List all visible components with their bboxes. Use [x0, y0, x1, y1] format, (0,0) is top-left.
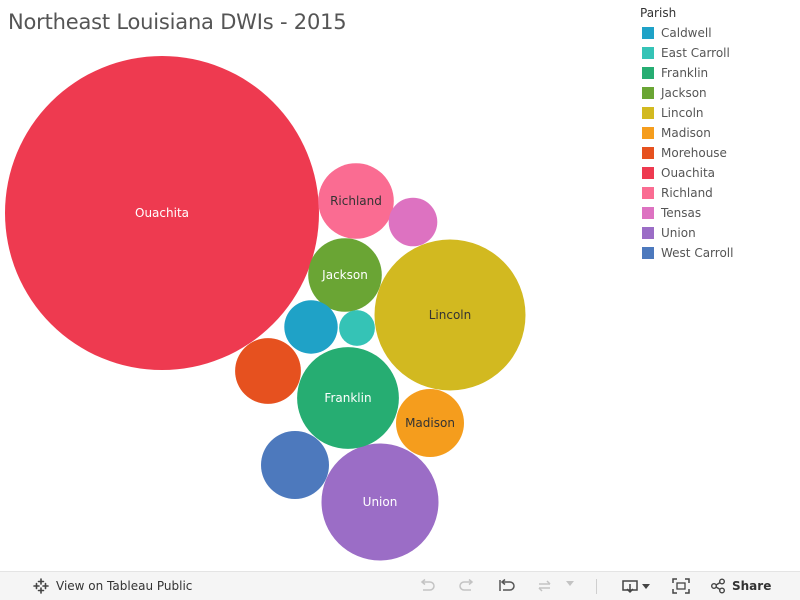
bubble-ouachita[interactable]: [5, 56, 319, 370]
legend-item[interactable]: Caldwell: [640, 23, 790, 43]
legend-label: Madison: [661, 126, 711, 140]
share-icon: [711, 578, 725, 594]
view-on-tableau-public-label: View on Tableau Public: [56, 579, 193, 593]
legend-label: Richland: [661, 186, 713, 200]
legend-item[interactable]: Richland: [640, 183, 790, 203]
legend-swatch: [642, 107, 654, 119]
legend-item[interactable]: Madison: [640, 123, 790, 143]
refresh-button[interactable]: [536, 578, 554, 594]
legend-label: Ouachita: [661, 166, 715, 180]
bubble-label: Franklin: [324, 391, 371, 405]
bubble-union[interactable]: [321, 443, 439, 561]
legend-item[interactable]: Morehouse: [640, 143, 790, 163]
revert-button[interactable]: [498, 578, 516, 594]
legend: Parish Caldwell East Carroll Franklin Jacks…: [640, 6, 790, 263]
bubble-label: Lincoln: [429, 308, 472, 322]
toolbar-divider: [596, 579, 597, 594]
legend-swatch: [642, 167, 654, 179]
legend-item[interactable]: Ouachita: [640, 163, 790, 183]
legend-item[interactable]: Tensas: [640, 203, 790, 223]
legend-label: West Carroll: [661, 246, 734, 260]
legend-swatch: [642, 27, 654, 39]
undo-button[interactable]: [418, 578, 436, 594]
legend-label: Lincoln: [661, 106, 704, 120]
bubble-franklin[interactable]: [297, 347, 399, 449]
legend-label: Tensas: [661, 206, 702, 220]
bubble-caldwell[interactable]: [284, 300, 338, 354]
legend-swatch: [642, 87, 654, 99]
legend-label: Morehouse: [661, 146, 727, 160]
legend-swatch: [642, 227, 654, 239]
legend-swatch: [642, 67, 654, 79]
legend-item[interactable]: East Carroll: [640, 43, 790, 63]
fullscreen-button[interactable]: [672, 578, 690, 594]
legend-label: Jackson: [661, 86, 707, 100]
bubble-richland[interactable]: [318, 163, 394, 239]
legend-label: Union: [661, 226, 696, 240]
download-button[interactable]: [621, 578, 651, 594]
bubble-label: Ouachita: [135, 206, 189, 220]
legend-swatch: [642, 207, 654, 219]
legend-item[interactable]: Lincoln: [640, 103, 790, 123]
bubble-tensas[interactable]: [388, 197, 438, 247]
share-button[interactable]: Share: [710, 578, 771, 594]
bubble-jackson[interactable]: [308, 238, 382, 312]
download-icon: [622, 580, 650, 594]
legend-label: East Carroll: [661, 46, 730, 60]
undo-icon: [420, 578, 435, 591]
legend-swatch: [642, 187, 654, 199]
bubble-label: Jackson: [321, 268, 368, 282]
legend-swatch: [642, 47, 654, 59]
legend-label: Caldwell: [661, 26, 712, 40]
view-on-tableau-public-link[interactable]: View on Tableau Public: [33, 578, 192, 594]
bubble-east-carroll[interactable]: [339, 310, 375, 346]
bubble-label: Madison: [405, 416, 455, 430]
legend-item[interactable]: Union: [640, 223, 790, 243]
legend-label: Franklin: [661, 66, 709, 80]
legend-items: Caldwell East Carroll Franklin Jackson Linco…: [640, 23, 790, 263]
refresh-dropdown-button[interactable]: [566, 581, 574, 587]
legend-item[interactable]: West Carroll: [640, 243, 790, 263]
chart-title: Northeast Louisiana DWIs - 2015: [8, 10, 347, 34]
bubble-morehouse[interactable]: [235, 338, 301, 404]
bubble-chart: Ouachita Lincoln Union Franklin Jackson Richl…: [5, 56, 526, 561]
tableau-logo-icon: [33, 578, 49, 594]
share-label: Share: [732, 579, 772, 593]
legend-swatch: [642, 127, 654, 139]
fullscreen-icon: [672, 578, 690, 594]
tableau-toolbar: View on Tableau Public: [0, 571, 800, 600]
chevron-down-icon: [566, 581, 574, 586]
legend-item[interactable]: Jackson: [640, 83, 790, 103]
legend-swatch: [642, 147, 654, 159]
refresh-icon: [538, 580, 551, 592]
redo-button[interactable]: [458, 578, 476, 594]
revert-icon: [499, 578, 515, 591]
bubble-west-carroll[interactable]: [261, 431, 329, 499]
bubble-madison[interactable]: [396, 389, 464, 457]
legend-swatch: [642, 247, 654, 259]
bubble-label: Richland: [330, 194, 382, 208]
redo-icon: [459, 578, 474, 591]
bubble-label: Union: [363, 495, 398, 509]
legend-title: Parish: [640, 6, 677, 20]
bubble-lincoln[interactable]: [374, 239, 526, 391]
legend-item[interactable]: Franklin: [640, 63, 790, 83]
